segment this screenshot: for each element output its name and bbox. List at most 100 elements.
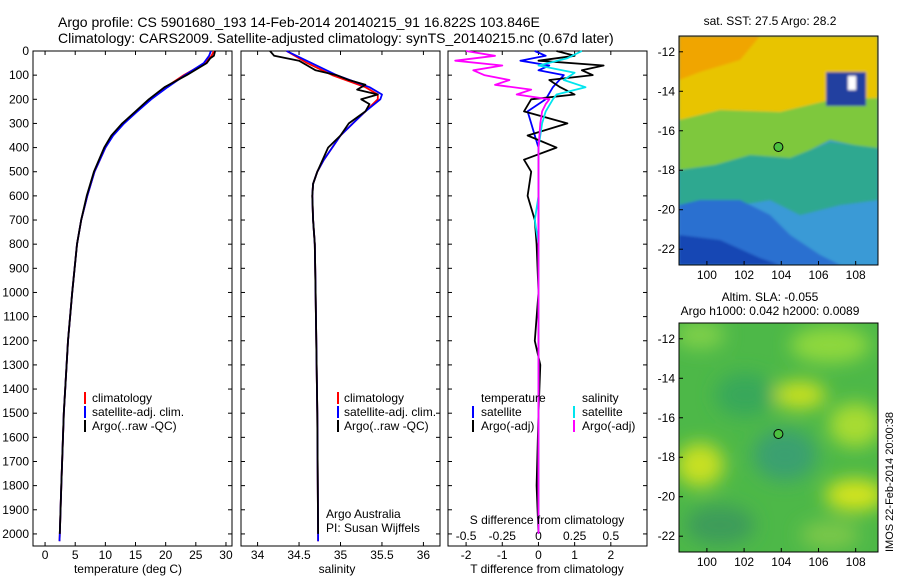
series-line-temperature-argo-adj <box>523 50 605 534</box>
sla-high-anomaly <box>774 381 826 409</box>
x-tick-label: 2 <box>607 548 614 562</box>
x-tick-label: 100 <box>697 555 717 569</box>
y-tick-label: -14 <box>658 371 676 385</box>
sla-field <box>679 323 878 549</box>
x-tick-label: 5 <box>72 548 79 562</box>
x-tick-label: 10 <box>99 548 113 562</box>
y-tick-label: 300 <box>9 116 29 130</box>
x-tick-label: 102 <box>734 268 754 282</box>
series-line-argo-raw-qc <box>269 50 379 534</box>
sla-map-ticks: 100 102 104 106 108 -12 -14 -16 -18 -20 -22 <box>658 332 866 569</box>
temperature-xlabel: temperature (deg C) <box>74 562 182 576</box>
salinity-xlabel: salinity <box>319 562 356 576</box>
sst-map-title: sat. SST: 27.5 Argo: 28.2 <box>704 14 837 28</box>
difference-xlabel: T difference from climatology <box>470 562 624 576</box>
y-tick-label: 200 <box>9 92 29 106</box>
sla-high-anomaly <box>790 327 870 363</box>
imos-timestamp: IMOS 22-Feb-2014 20:00:38 <box>884 412 896 552</box>
legend-label: satellite-adj. clim. <box>92 405 184 419</box>
sst-coldest-band <box>679 235 780 265</box>
legend-label: Argo(..raw -QC) <box>92 419 177 433</box>
y-tick-label: 500 <box>9 165 29 179</box>
argo-location-marker <box>773 141 784 152</box>
legend-label: satellite <box>481 405 522 419</box>
y-tick-label: 800 <box>9 237 29 251</box>
sla-high-anomaly <box>679 443 724 487</box>
legend-label: satellite <box>582 405 623 419</box>
y-tick-label: 1800 <box>2 479 29 493</box>
y-tick-label: 1600 <box>2 430 29 444</box>
y-tick-label: 100 <box>9 68 29 82</box>
difference-top-axis-title: S difference from climatology <box>470 513 625 527</box>
sst-cloud-gap <box>826 72 866 106</box>
difference-panel <box>447 50 648 547</box>
y-tick-label: -18 <box>658 450 676 464</box>
sla-low-anomaly <box>715 373 775 417</box>
sla-low-anomaly <box>685 505 755 545</box>
x-tick-label: 100 <box>697 268 717 282</box>
x-tick-label: 104 <box>771 555 791 569</box>
annotation-argo-australia: Argo Australia <box>326 507 401 521</box>
legend-label: Argo(-adj) <box>582 419 635 433</box>
x-tick-label: 20 <box>159 548 173 562</box>
sst-map-ticks: 100 102 104 106 108 -12 -14 -16 -18 -20 -22 <box>658 45 866 282</box>
legend-header-temperature: temperature <box>481 391 546 405</box>
header-line2: Climatology: CARS2009. Satellite-adjuste… <box>58 30 614 46</box>
x-tick-label: 34 <box>251 548 265 562</box>
sla-low-anomaly <box>753 429 817 481</box>
salinity-panel <box>240 50 441 547</box>
argo-location-marker <box>773 428 784 439</box>
y-tick-label: 1300 <box>2 358 29 372</box>
legend-header-salinity: salinity <box>582 391 619 405</box>
x-tick-label: 30 <box>219 548 233 562</box>
y-tick-label: 1100 <box>3 310 29 324</box>
y-tick-label: -14 <box>658 84 676 98</box>
x-tick-label: 102 <box>734 555 754 569</box>
x-tick-label: 36 <box>417 548 431 562</box>
y-tick-label: 600 <box>9 189 29 203</box>
y-tick-label: -12 <box>658 332 676 346</box>
legend-label: Argo(..raw -QC) <box>344 419 429 433</box>
annotation-pi: PI: Susan Wijffels <box>326 521 420 535</box>
sst-missing-data <box>848 76 856 90</box>
top-x-tick-label: 0 <box>535 529 542 543</box>
x-tick-label: 0 <box>535 548 542 562</box>
y-tick-label: -12 <box>658 45 676 59</box>
top-x-tick-label: -0.25 <box>489 529 517 543</box>
x-tick-label: -1 <box>497 548 508 562</box>
sla-high-anomaly <box>679 323 725 349</box>
y-tick-label: 400 <box>9 141 29 155</box>
difference-legend: temperature salinity satellite Argo(-adj… <box>470 391 636 527</box>
legend-label: climatology <box>344 391 404 405</box>
sla-high-anomaly <box>825 479 878 511</box>
y-tick-label: 1400 <box>2 382 29 396</box>
sst-map-frame <box>678 35 879 266</box>
series-line-argo-raw-qc <box>58 50 216 534</box>
x-tick-label: 106 <box>808 268 828 282</box>
sla-high-anomaly <box>829 403 878 447</box>
y-tick-label: -16 <box>658 411 676 425</box>
sst-hot-band <box>679 36 760 80</box>
x-tick-label: 108 <box>846 555 866 569</box>
y-tick-label: 1500 <box>2 406 29 420</box>
top-x-tick-label: -0.5 <box>456 529 477 543</box>
x-tick-label: 108 <box>846 268 866 282</box>
y-tick-label: -20 <box>658 203 676 217</box>
x-tick-label: -2 <box>461 548 472 562</box>
x-tick-label: 34.5 <box>287 548 311 562</box>
sla-map: Altim. SLA: -0.055 Argo h1000: 0.042 h20… <box>658 290 879 569</box>
top-x-tick-label: 0.25 <box>563 529 587 543</box>
y-tick-label: 1000 <box>2 285 29 299</box>
x-tick-label: 25 <box>189 548 203 562</box>
x-tick-label: 1 <box>571 548 578 562</box>
series-line-salinity-argo-adj <box>454 50 551 534</box>
y-tick-label: 1700 <box>2 454 29 468</box>
y-tick-label: -22 <box>658 242 676 256</box>
sst-map: sat. SST: 27.5 Argo: 28.2 100 102 104 106 10… <box>658 14 879 282</box>
x-tick-label: 15 <box>129 548 143 562</box>
y-tick-label: -22 <box>658 529 676 543</box>
sst-mid-band <box>679 98 878 175</box>
y-tick-label: 900 <box>9 261 29 275</box>
sst-field <box>679 36 878 265</box>
